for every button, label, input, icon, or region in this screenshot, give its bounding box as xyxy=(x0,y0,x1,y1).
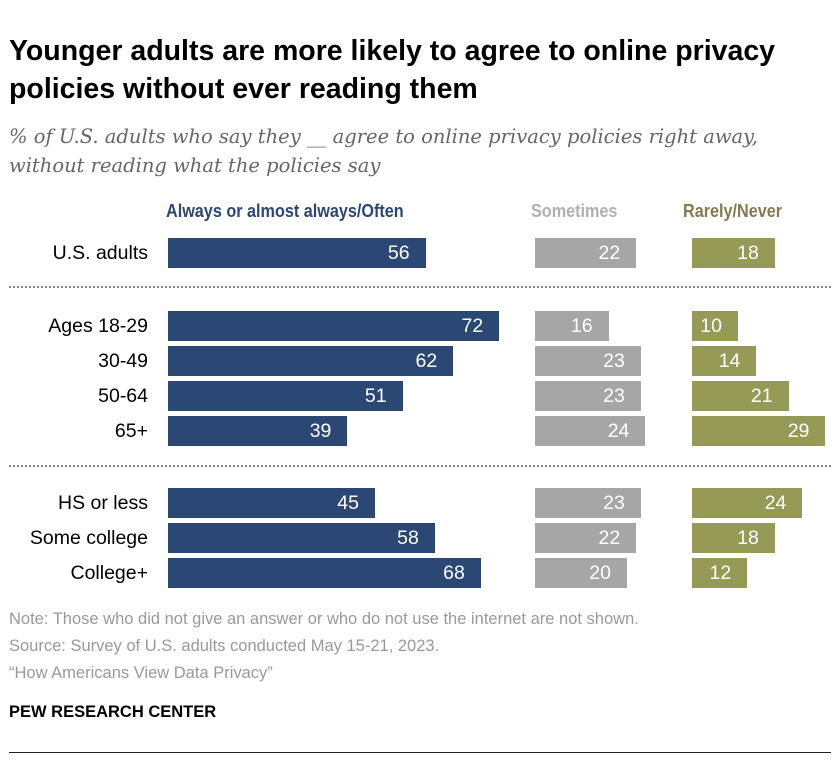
row-label: College+ xyxy=(70,562,148,584)
data-label: 56 xyxy=(387,242,410,264)
row-label: Ages 18-29 xyxy=(48,315,148,337)
data-label: 18 xyxy=(737,242,759,264)
bar xyxy=(692,238,775,268)
data-label: 72 xyxy=(461,315,484,337)
bar xyxy=(692,523,775,553)
column-header-sometimes: Sometimes xyxy=(531,201,618,221)
bar xyxy=(692,346,757,376)
bar xyxy=(535,488,641,518)
bar xyxy=(692,558,748,588)
data-label: 39 xyxy=(309,420,332,442)
data-label: 62 xyxy=(415,350,438,372)
bar xyxy=(535,416,646,446)
data-label: 45 xyxy=(337,492,359,514)
bar xyxy=(535,311,609,341)
bar xyxy=(168,416,348,446)
source: Source: Survey of U.S. adults conducted … xyxy=(9,637,440,655)
row-label: 65+ xyxy=(114,420,148,442)
group-separator xyxy=(9,286,831,288)
chart-subtitle: % of U.S. adults who say they __ agree t… xyxy=(9,125,758,177)
brand-logo: PEW RESEARCH CENTER xyxy=(9,703,217,721)
report-title: “How Americans View Data Privacy” xyxy=(9,664,273,682)
bar xyxy=(535,523,637,553)
data-label: 16 xyxy=(570,315,593,337)
data-label: 18 xyxy=(737,527,759,549)
data-label: 21 xyxy=(750,385,773,407)
row-label: Some college xyxy=(29,527,148,549)
bar xyxy=(168,311,500,341)
bar xyxy=(168,346,454,376)
footnote: Note: Those who did not give an answer o… xyxy=(9,610,639,628)
bar xyxy=(168,238,426,268)
data-label: 12 xyxy=(709,562,732,584)
bar xyxy=(692,416,826,446)
bar xyxy=(692,488,803,518)
bar xyxy=(535,381,641,411)
data-label: 22 xyxy=(598,242,621,264)
data-label: 24 xyxy=(607,420,630,442)
column-header-always: Always or almost always/Often xyxy=(166,201,404,221)
data-label: 68 xyxy=(443,562,465,584)
bar xyxy=(535,346,641,376)
data-label: 23 xyxy=(603,492,625,514)
bar xyxy=(535,238,637,268)
bar xyxy=(168,381,403,411)
group-separator xyxy=(9,465,831,467)
bar xyxy=(168,558,481,588)
bar xyxy=(535,558,627,588)
chart-title: Younger adults are more likely to agree … xyxy=(9,35,776,105)
data-label: 29 xyxy=(787,420,810,442)
data-label: 23 xyxy=(603,385,625,407)
row-label: U.S. adults xyxy=(52,242,148,264)
data-label: 23 xyxy=(603,350,625,372)
bar xyxy=(168,488,375,518)
data-label: 20 xyxy=(589,562,611,584)
data-label: 51 xyxy=(364,385,387,407)
column-header-rarely: Rarely/Never xyxy=(683,201,783,221)
bar xyxy=(168,523,435,553)
bottom-rule xyxy=(9,752,831,753)
bar xyxy=(692,381,789,411)
data-label: 10 xyxy=(700,315,722,337)
data-label: 58 xyxy=(397,527,419,549)
row-label: HS or less xyxy=(58,492,148,514)
data-label: 24 xyxy=(764,492,787,514)
bar xyxy=(692,311,738,341)
row-label: 50-64 xyxy=(98,385,148,407)
data-label: 14 xyxy=(718,350,741,372)
data-label: 22 xyxy=(598,527,621,549)
row-label: 30-49 xyxy=(98,350,148,372)
